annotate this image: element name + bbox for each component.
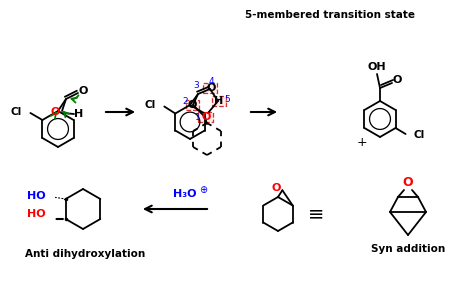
Text: 5: 5 — [224, 96, 230, 105]
Text: H: H — [214, 96, 224, 106]
FancyBboxPatch shape — [199, 112, 213, 122]
Text: O: O — [201, 112, 210, 122]
Text: O: O — [272, 183, 281, 193]
Text: 5-membered transition state: 5-membered transition state — [245, 10, 415, 20]
Text: O: O — [403, 176, 413, 189]
Text: Cl: Cl — [414, 130, 425, 140]
Text: 2: 2 — [182, 97, 188, 107]
Text: O: O — [392, 75, 401, 85]
Text: 1: 1 — [195, 113, 201, 122]
Text: O: O — [206, 83, 216, 93]
Text: ⊕: ⊕ — [199, 185, 207, 195]
Text: H₃O: H₃O — [173, 189, 197, 199]
Text: +: + — [357, 135, 367, 148]
Text: 4: 4 — [208, 77, 214, 86]
Text: H: H — [74, 109, 83, 119]
Text: Cl: Cl — [10, 107, 21, 117]
Text: O: O — [187, 100, 197, 110]
Text: HO: HO — [27, 191, 46, 201]
Text: 3: 3 — [193, 80, 199, 89]
Text: OH: OH — [368, 62, 386, 72]
Text: ≡: ≡ — [308, 205, 324, 224]
FancyBboxPatch shape — [212, 96, 226, 106]
FancyBboxPatch shape — [186, 100, 200, 110]
Text: Cl: Cl — [144, 100, 155, 110]
Text: Anti dihydroxylation: Anti dihydroxylation — [25, 249, 145, 259]
FancyBboxPatch shape — [203, 83, 217, 93]
Text: O: O — [78, 86, 88, 96]
Text: HO: HO — [27, 209, 46, 219]
Text: Syn addition: Syn addition — [371, 244, 445, 254]
Text: O: O — [50, 107, 60, 117]
